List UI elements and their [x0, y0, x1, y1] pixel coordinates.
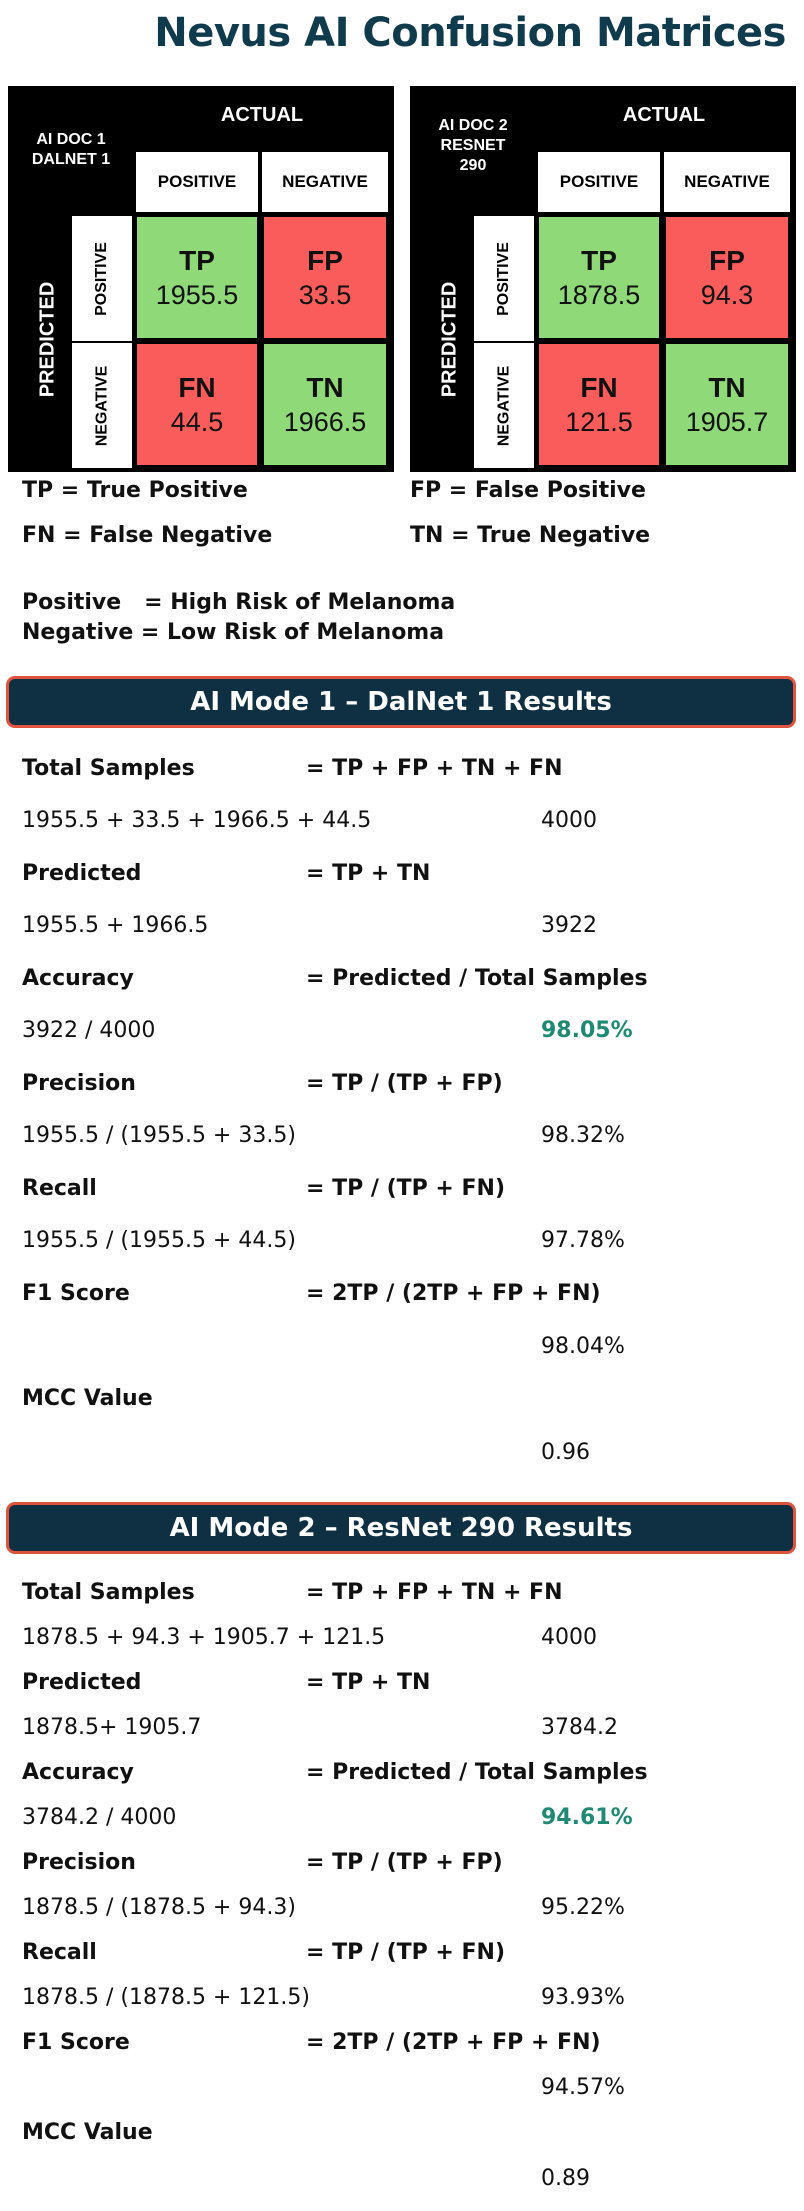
metric-name: Recall	[22, 1176, 97, 1201]
metric-name: F1 Score	[22, 2030, 130, 2055]
cell-false-positive: FP 94.3	[664, 215, 790, 340]
metric-formula: = TP + FP + TN + FN	[306, 756, 563, 781]
metric-calculation: 1878.5 / (1878.5 + 94.3)	[22, 1895, 296, 1920]
metric-name: Accuracy	[22, 1760, 134, 1785]
metric-formula: = TP + FP + TN + FN	[306, 1580, 563, 1605]
metric-calculation: 1878.5+ 1905.7	[22, 1715, 202, 1740]
cell-true-positive: TP 1878.5	[537, 215, 661, 340]
metric-calculation: 1955.5 / (1955.5 + 44.5)	[22, 1228, 296, 1253]
section-banner-resnet: AI Mode 2 – ResNet 290 Results	[6, 1502, 796, 1554]
metric-result: 3922	[541, 913, 597, 938]
metric-result: 94.57%	[541, 2075, 625, 2100]
legend-fp: FP = False Positive	[410, 478, 646, 503]
metric-result-accuracy: 94.61%	[541, 1805, 633, 1830]
metric-result: 98.32%	[541, 1123, 625, 1148]
metric-formula: = Predicted / Total Samples	[306, 966, 648, 991]
predicted-label: PREDICTED	[36, 281, 59, 398]
predicted-label: PREDICTED	[438, 281, 461, 398]
cell-false-negative: FN 44.5	[135, 342, 259, 467]
column-header-positive: POSITIVE	[538, 152, 660, 212]
cell-false-positive: FP 33.5	[262, 215, 388, 340]
metric-result: 93.93%	[541, 1985, 625, 2010]
legend-positive: Positive = High Risk of Melanoma	[22, 590, 456, 615]
metric-calculation: 1878.5 / (1878.5 + 121.5)	[22, 1985, 310, 2010]
cell-true-negative: TN 1966.5	[262, 342, 388, 467]
cell-true-positive: TP 1955.5	[135, 215, 259, 340]
metric-calculation: 3922 / 4000	[22, 1018, 156, 1043]
section-banner-dalnet: AI Mode 1 – DalNet 1 Results	[6, 676, 796, 728]
metric-formula: = TP / (TP + FP)	[306, 1071, 503, 1096]
metric-result: 95.22%	[541, 1895, 625, 1920]
metric-name: Total Samples	[22, 1580, 195, 1605]
row-header-negative: NEGATIVE	[72, 343, 132, 468]
cell-false-negative: FN 121.5	[537, 342, 661, 467]
metric-formula: = TP + TN	[306, 1670, 431, 1695]
actual-label: ACTUAL	[220, 104, 304, 126]
legend-tn: TN = True Negative	[410, 523, 651, 548]
column-header-positive: POSITIVE	[136, 152, 258, 212]
metric-result: 3784.2	[541, 1715, 618, 1740]
metric-name: Recall	[22, 1940, 97, 1965]
metric-formula: = Predicted / Total Samples	[306, 1760, 648, 1785]
legend-fn: FN = False Negative	[22, 523, 273, 548]
metric-formula: = TP / (TP + FN)	[306, 1176, 506, 1201]
metric-result-accuracy: 98.05%	[541, 1018, 633, 1043]
metric-formula: = TP / (TP + FN)	[306, 1940, 506, 1965]
metric-result: 4000	[541, 808, 597, 833]
legend-tp: TP = True Positive	[22, 478, 248, 503]
confusion-matrix-resnet: AI DOC 2 RESNET 290 ACTUAL POSITIVE NEGA…	[410, 86, 796, 472]
metric-name: Accuracy	[22, 966, 134, 991]
metric-result: 0.89	[541, 2166, 590, 2191]
row-header-positive: POSITIVE	[474, 216, 534, 341]
metric-result: 0.96	[541, 1440, 590, 1465]
model-label: AI DOC 2 RESNET 290	[438, 117, 508, 174]
legend-negative: Negative = Low Risk of Melanoma	[22, 620, 445, 645]
actual-label: ACTUAL	[622, 104, 706, 126]
metric-name: MCC Value	[22, 1386, 153, 1411]
metric-formula: = 2TP / (2TP + FP + FN)	[306, 1281, 601, 1306]
metric-name: Total Samples	[22, 756, 195, 781]
metric-calculation: 1878.5 + 94.3 + 1905.7 + 121.5	[22, 1625, 386, 1650]
metric-name: Precision	[22, 1850, 136, 1875]
metric-formula: = 2TP / (2TP + FP + FN)	[306, 2030, 601, 2055]
metric-result: 97.78%	[541, 1228, 625, 1253]
page-title: Nevus AI Confusion Matrices	[154, 10, 786, 56]
metric-name: F1 Score	[22, 1281, 130, 1306]
metric-name: Precision	[22, 1071, 136, 1096]
model-label: AI DOC 1 DALNET 1	[31, 131, 111, 168]
row-header-positive: POSITIVE	[72, 216, 132, 341]
row-header-negative: NEGATIVE	[474, 343, 534, 468]
metric-calculation: 1955.5 + 33.5 + 1966.5 + 44.5	[22, 808, 372, 833]
confusion-matrix-dalnet: AI DOC 1 DALNET 1 ACTUAL POSITIVE NEGATI…	[8, 86, 394, 472]
metric-calculation: 3784.2 / 4000	[22, 1805, 177, 1830]
metric-formula: = TP / (TP + FP)	[306, 1850, 503, 1875]
column-header-negative: NEGATIVE	[664, 152, 790, 212]
cell-true-negative: TN 1905.7	[664, 342, 790, 467]
column-header-negative: NEGATIVE	[262, 152, 388, 212]
metric-result: 4000	[541, 1625, 597, 1650]
metric-result: 98.04%	[541, 1334, 625, 1359]
metric-calculation: 1955.5 + 1966.5	[22, 913, 209, 938]
metric-calculation: 1955.5 / (1955.5 + 33.5)	[22, 1123, 296, 1148]
metric-name: MCC Value	[22, 2120, 153, 2145]
metric-name: Predicted	[22, 1670, 142, 1695]
metric-formula: = TP + TN	[306, 861, 431, 886]
metric-name: Predicted	[22, 861, 142, 886]
